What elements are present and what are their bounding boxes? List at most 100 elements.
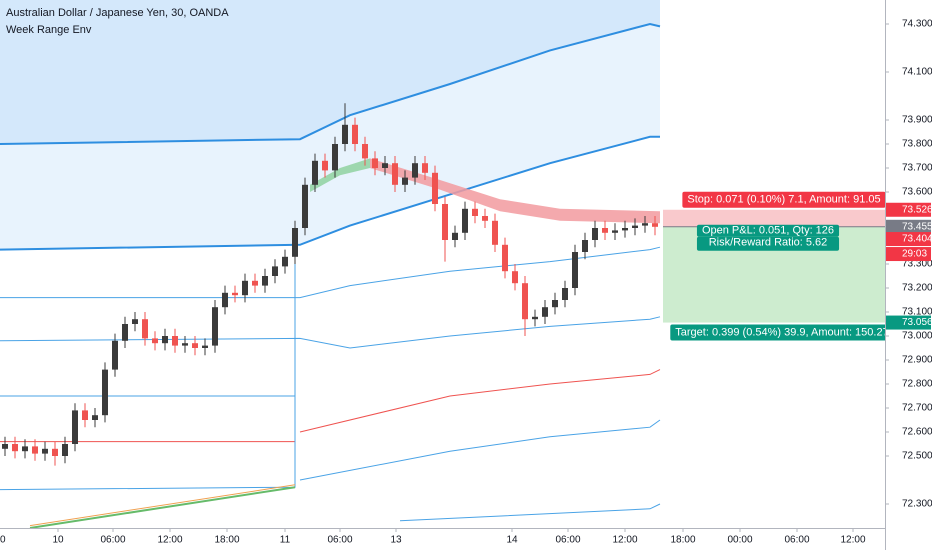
label-text: Risk/Reward Ratio: 5.62: [709, 237, 828, 249]
candle-body: [242, 280, 248, 296]
x-tick-label: 18:00: [0, 535, 6, 546]
candle-body: [282, 256, 288, 267]
candle-body: [362, 144, 368, 159]
y-tick-label: 73.700: [902, 163, 932, 174]
x-tick-label: 06:00: [784, 535, 809, 546]
envelope-line: [399, 503, 661, 522]
countdown-badge: [886, 247, 931, 262]
price-badge: [886, 219, 931, 234]
x-tick-label: 12:00: [612, 535, 637, 546]
y-tick-label: 73.200: [902, 283, 932, 294]
candle-body: [2, 444, 8, 449]
candle-body: [592, 228, 598, 240]
candle-body: [62, 444, 68, 456]
candle-body: [232, 292, 238, 296]
candle-body: [12, 444, 18, 452]
candle-body: [202, 345, 208, 348]
y-tick-label: 72.800: [902, 379, 932, 390]
envelope-line: [299, 419, 661, 481]
y-tick-label: 72.500: [902, 451, 932, 462]
candle-body: [482, 216, 488, 221]
price-badge-label: 73.404: [902, 234, 932, 245]
candle-body: [382, 163, 388, 168]
candle-body: [112, 340, 118, 370]
candle-body: [582, 240, 588, 252]
stop-zone: [663, 209, 885, 227]
candle-body: [492, 220, 498, 245]
candle-body: [522, 283, 528, 320]
position-label: Open P&L: 0.051, Qty: 126: [696, 224, 840, 237]
x-tick-label: 06:00: [327, 535, 352, 546]
x-tick-label: 13: [390, 535, 402, 546]
candle-body: [652, 223, 658, 227]
x-tick-label: 00:00: [727, 535, 752, 546]
candle-body: [552, 300, 558, 308]
y-tick-label: 74.100: [902, 67, 932, 78]
candle-body: [312, 160, 318, 185]
candle-body: [342, 124, 348, 144]
price-badge-label: 73.056: [902, 317, 932, 328]
candle-body: [572, 252, 578, 288]
envelope-line: [0, 22, 661, 145]
x-tick-label: 06:00: [100, 535, 125, 546]
label-box: [670, 324, 894, 341]
candle-body: [502, 244, 508, 272]
candle-body: [32, 446, 38, 454]
price-badge: [886, 232, 931, 247]
candle-body: [192, 343, 198, 348]
candle-body: [642, 223, 648, 226]
envelope-line: [0, 246, 661, 299]
candle-body: [442, 204, 448, 240]
candle-body: [252, 280, 258, 286]
y-tick-label: 73.000: [902, 331, 932, 342]
plot-area: Stop: 0.071 (0.10%) 7.1, Amount: 91.05 Op…: [0, 0, 894, 529]
candle-body: [222, 292, 228, 308]
y-tick-label: 73.800: [902, 139, 932, 150]
y-tick-label: 72.700: [902, 403, 932, 414]
x-tick-label: 11: [280, 535, 291, 546]
candle-body: [122, 324, 128, 341]
chart-title: Australian Dollar / Japanese Yen, 30, OA…: [6, 7, 229, 19]
position-label: Stop: 0.071 (0.10%) 7.1, Amount: 91.05: [682, 191, 886, 208]
indicator-name: Week Range Env: [6, 24, 92, 36]
candle-body: [172, 336, 178, 346]
candle-body: [352, 124, 358, 144]
candle-body: [152, 338, 158, 344]
x-tick-label: 18:00: [670, 535, 695, 546]
x-tick-label: 06:00: [555, 535, 580, 546]
price-badge: [886, 315, 931, 330]
candle-body: [52, 448, 58, 456]
price-axis-bg: [885, 0, 932, 550]
y-tick-label: 74.300: [902, 19, 932, 30]
candle-body: [332, 144, 338, 171]
x-tick-label: 12:00: [157, 535, 182, 546]
candle-body: [542, 307, 548, 317]
candle-body: [102, 369, 108, 416]
candle-body: [162, 336, 168, 344]
candle-body: [612, 230, 618, 233]
label-box: [696, 224, 840, 237]
candle-body: [422, 163, 428, 173]
candle-body: [132, 319, 138, 324]
price-badge-label: 73.455: [902, 221, 932, 232]
ma-ribbon: [310, 158, 370, 192]
candle-body: [22, 446, 28, 452]
envelope-line: [299, 369, 661, 433]
y-tick-label: 72.300: [902, 499, 932, 510]
label-text: Stop: 0.071 (0.10%) 7.1, Amount: 91.05: [687, 194, 880, 206]
y-tick-label: 72.600: [902, 427, 932, 438]
price-badge-label: 73.526: [902, 204, 932, 215]
band-fill: [0, 0, 660, 144]
candle-body: [602, 228, 608, 233]
y-tick-label: 73.100: [902, 307, 932, 318]
candle-body: [562, 288, 568, 300]
label-text: Open P&L: 0.051, Qty: 126: [702, 225, 834, 237]
candle-body: [212, 307, 218, 346]
candle-body: [92, 415, 98, 420]
position-label: Risk/Reward Ratio: 5.62: [696, 237, 840, 251]
y-tick-label: 72.900: [902, 355, 932, 366]
candle-body: [302, 184, 308, 228]
envelope-line: [0, 135, 660, 251]
